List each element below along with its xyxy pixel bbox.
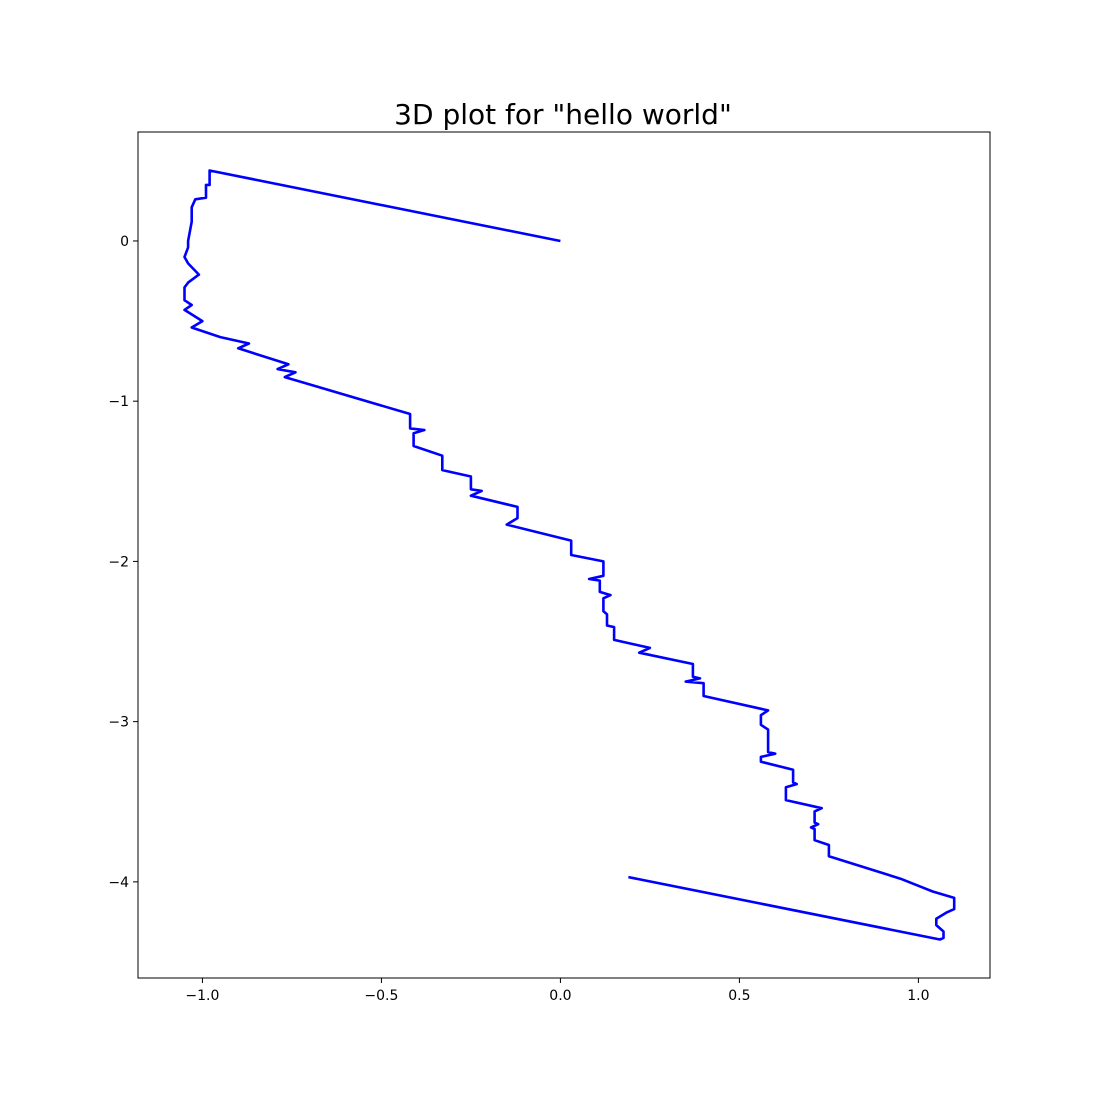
series-layer (183, 169, 956, 941)
y-tick-label: 0 (120, 234, 129, 250)
x-tick-label: 1.0 (907, 988, 929, 1004)
chart-title: 3D plot for "hello world" (394, 98, 732, 131)
plot-area-frame (137, 131, 991, 979)
x-tick-label: −0.5 (364, 988, 398, 1004)
x-tick-label: 0.0 (549, 988, 571, 1004)
x-tick-label: −1.0 (185, 988, 219, 1004)
series-line (183, 169, 956, 941)
y-tick-label: −1 (108, 394, 129, 410)
x-tick-label: 0.5 (728, 988, 750, 1004)
y-tick-label: −2 (108, 554, 129, 570)
y-tick-label: −4 (108, 875, 129, 891)
x-axis: −1.0 −0.5 0.0 0.5 1.0 (185, 978, 930, 1004)
y-axis: 0 −1 −2 −3 −4 (108, 234, 138, 891)
y-tick-label: −3 (108, 715, 129, 731)
